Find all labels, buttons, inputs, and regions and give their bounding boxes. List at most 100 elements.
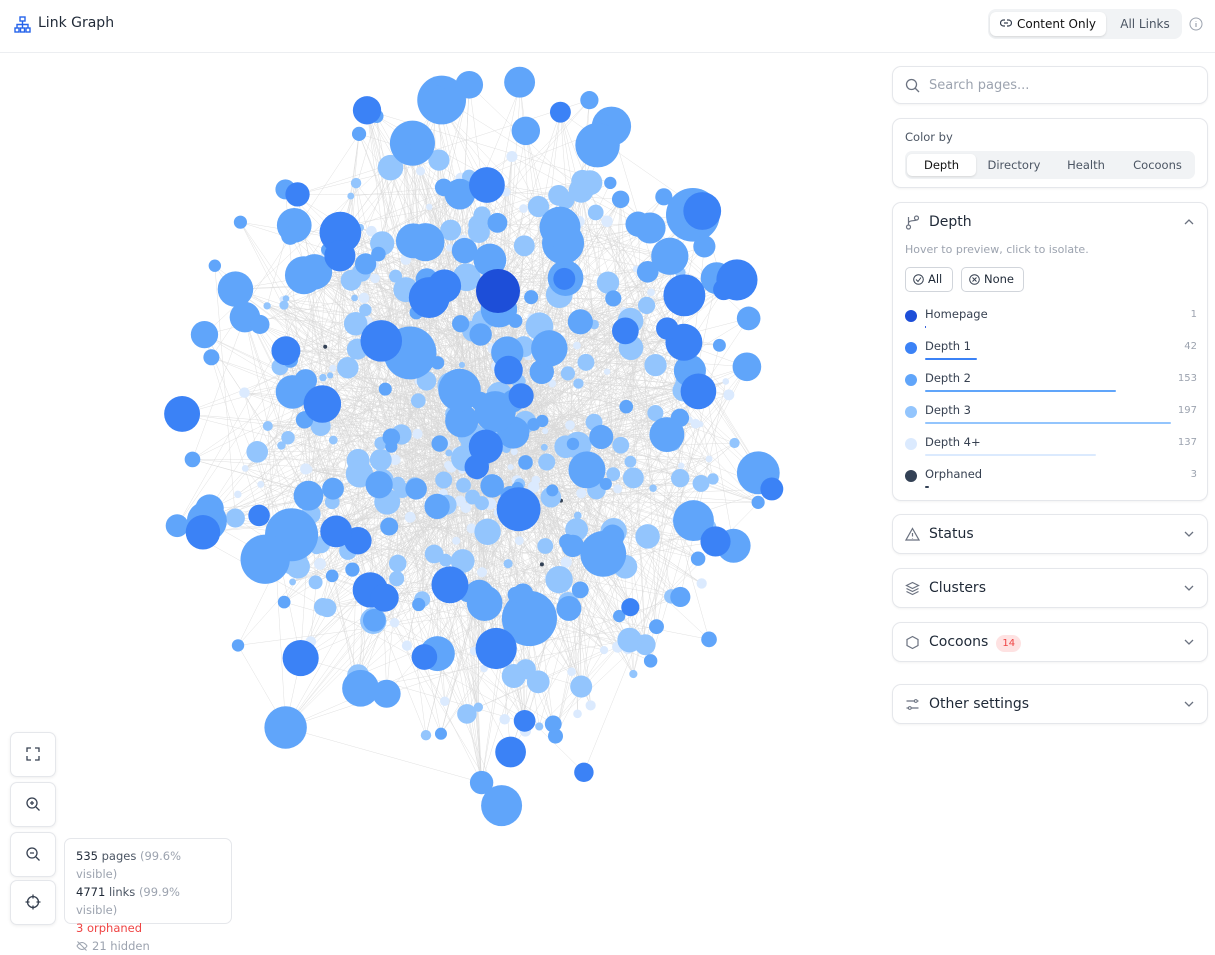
page-node[interactable] bbox=[455, 71, 483, 99]
page-node[interactable] bbox=[612, 191, 629, 208]
page-node[interactable] bbox=[531, 476, 540, 485]
page-node[interactable] bbox=[294, 481, 324, 511]
page-node[interactable] bbox=[242, 465, 249, 472]
page-node[interactable] bbox=[576, 488, 586, 498]
page-node[interactable] bbox=[561, 557, 572, 568]
page-node[interactable] bbox=[562, 535, 584, 557]
page-node[interactable] bbox=[577, 354, 594, 371]
page-node[interactable] bbox=[541, 444, 548, 451]
page-node[interactable] bbox=[318, 599, 337, 618]
page-node[interactable] bbox=[476, 269, 520, 313]
page-node[interactable] bbox=[706, 456, 713, 463]
page-node[interactable] bbox=[389, 571, 404, 586]
page-node[interactable] bbox=[638, 297, 655, 314]
page-node[interactable] bbox=[456, 478, 471, 493]
page-node[interactable] bbox=[574, 763, 593, 782]
page-node[interactable] bbox=[281, 227, 299, 245]
page-node[interactable] bbox=[644, 354, 666, 376]
page-node[interactable] bbox=[402, 640, 412, 650]
page-node[interactable] bbox=[264, 706, 306, 748]
page-node[interactable] bbox=[279, 301, 288, 310]
page-node[interactable] bbox=[752, 496, 765, 509]
page-node[interactable] bbox=[363, 609, 386, 632]
page-node[interactable] bbox=[337, 357, 359, 379]
page-node[interactable] bbox=[370, 449, 392, 471]
page-node[interactable] bbox=[518, 455, 533, 470]
page-node[interactable] bbox=[329, 436, 338, 445]
page-node[interactable] bbox=[487, 213, 507, 233]
page-node[interactable] bbox=[360, 320, 402, 362]
page-node[interactable] bbox=[540, 562, 544, 566]
page-node[interactable] bbox=[524, 290, 538, 304]
center-button[interactable] bbox=[10, 880, 56, 925]
page-node[interactable] bbox=[421, 730, 431, 740]
collapse-icon[interactable] bbox=[1183, 216, 1195, 228]
page-node[interactable] bbox=[186, 515, 221, 550]
page-node[interactable] bbox=[575, 123, 619, 167]
page-node[interactable] bbox=[651, 238, 688, 275]
all-button[interactable]: All bbox=[905, 267, 953, 292]
page-node[interactable] bbox=[701, 632, 717, 648]
page-node[interactable] bbox=[457, 704, 477, 724]
page-node[interactable] bbox=[683, 192, 721, 230]
page-node[interactable] bbox=[322, 478, 344, 500]
page-node[interactable] bbox=[535, 722, 543, 730]
page-node[interactable] bbox=[538, 453, 555, 470]
page-node[interactable] bbox=[504, 559, 513, 568]
page-node[interactable] bbox=[314, 558, 326, 570]
page-node[interactable] bbox=[515, 536, 524, 545]
page-node[interactable] bbox=[716, 259, 757, 300]
page-node[interactable] bbox=[342, 670, 379, 707]
page-node[interactable] bbox=[723, 389, 734, 400]
segment[interactable]: Directory bbox=[978, 154, 1050, 176]
page-node[interactable] bbox=[509, 383, 534, 408]
page-node[interactable] bbox=[629, 670, 637, 678]
page-node[interactable] bbox=[416, 167, 425, 176]
page-node[interactable] bbox=[411, 393, 426, 408]
page-node[interactable] bbox=[671, 469, 689, 487]
page-node[interactable] bbox=[390, 618, 400, 628]
page-node[interactable] bbox=[389, 555, 407, 573]
page-node[interactable] bbox=[494, 356, 523, 385]
page-node[interactable] bbox=[548, 185, 569, 206]
page-node[interactable] bbox=[304, 385, 342, 423]
page-node[interactable] bbox=[426, 204, 432, 210]
page-node[interactable] bbox=[469, 167, 505, 203]
page-node[interactable] bbox=[604, 368, 610, 374]
page-node[interactable] bbox=[733, 352, 762, 381]
page-node[interactable] bbox=[649, 619, 664, 634]
page-node[interactable] bbox=[511, 448, 518, 455]
toggle-all-links[interactable]: All Links bbox=[1112, 12, 1178, 36]
page-node[interactable] bbox=[246, 441, 268, 463]
page-node[interactable] bbox=[353, 96, 381, 124]
page-node[interactable] bbox=[309, 575, 323, 589]
page-node[interactable] bbox=[600, 478, 612, 490]
page-node[interactable] bbox=[412, 598, 425, 611]
page-node[interactable] bbox=[697, 421, 703, 427]
page-node[interactable] bbox=[577, 170, 602, 195]
page-node[interactable] bbox=[324, 240, 355, 271]
page-node[interactable] bbox=[283, 295, 290, 302]
page-node[interactable] bbox=[469, 430, 503, 464]
page-node[interactable] bbox=[605, 290, 621, 306]
page-node[interactable] bbox=[234, 491, 241, 498]
page-node[interactable] bbox=[546, 484, 558, 496]
page-node[interactable] bbox=[431, 566, 468, 603]
collapsible-section[interactable]: Other settings bbox=[892, 684, 1208, 724]
page-node[interactable] bbox=[545, 716, 562, 733]
none-button[interactable]: None bbox=[961, 267, 1024, 292]
page-node[interactable] bbox=[621, 598, 639, 616]
page-node[interactable] bbox=[551, 571, 571, 591]
page-node[interactable] bbox=[263, 302, 270, 309]
page-node[interactable] bbox=[438, 369, 480, 411]
page-node[interactable] bbox=[380, 518, 398, 536]
page-node[interactable] bbox=[477, 567, 487, 577]
page-node[interactable] bbox=[323, 345, 327, 349]
page-node[interactable] bbox=[366, 471, 393, 498]
segment[interactable]: Cocoons bbox=[1122, 154, 1193, 176]
page-node[interactable] bbox=[580, 91, 598, 109]
page-node[interactable] bbox=[760, 478, 783, 501]
page-node[interactable] bbox=[428, 86, 447, 105]
page-node[interactable] bbox=[379, 383, 392, 396]
